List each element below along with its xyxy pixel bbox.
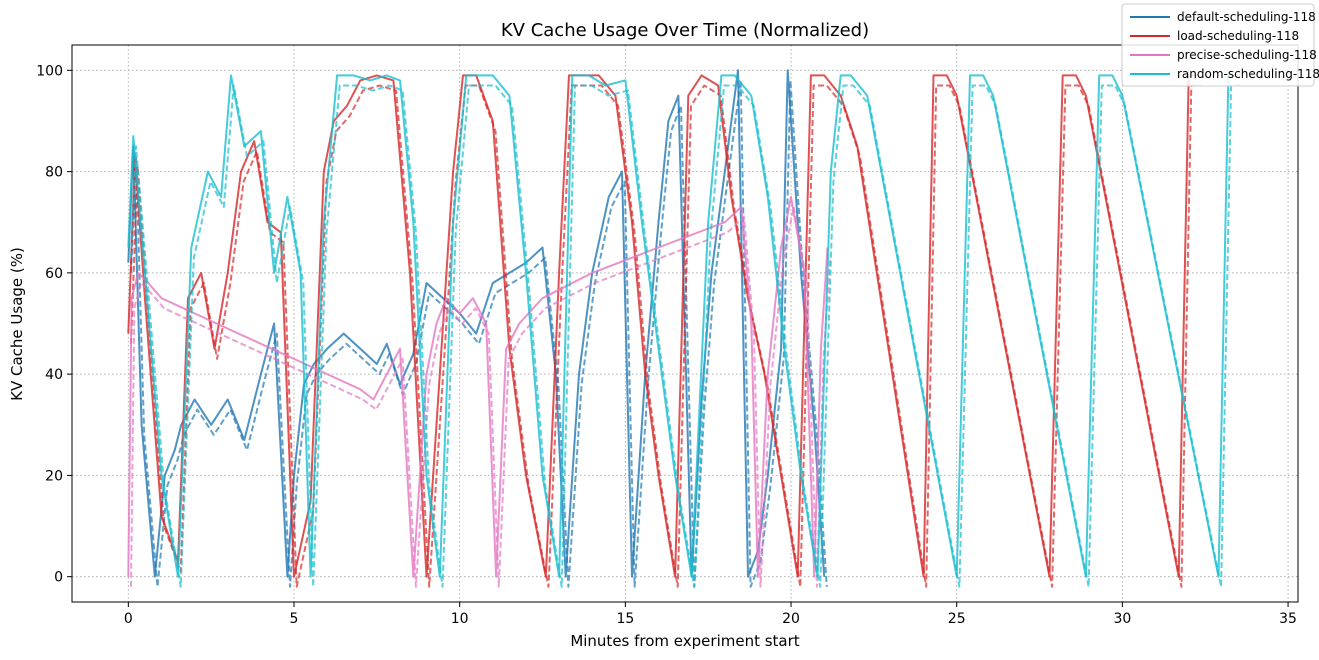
legend-entry-label: default-scheduling-118 — [1177, 10, 1316, 24]
series-line-load-scheduling-118 — [127, 74, 1199, 578]
x-tick-label: 25 — [948, 611, 966, 627]
legend: default-scheduling-118 load-scheduling-11… — [1121, 3, 1319, 87]
y-tick-label: 0 — [54, 570, 63, 586]
y-tick-label: 40 — [45, 367, 63, 383]
y-tick-label: 60 — [45, 266, 63, 282]
x-axis-label: Minutes from experiment start — [570, 632, 799, 650]
y-tick-label: 20 — [45, 468, 63, 484]
series-line-default-scheduling-118 — [127, 69, 826, 578]
x-tick-label: 5 — [290, 611, 299, 627]
x-tick-label: 0 — [124, 611, 133, 627]
y-axis-label: KV Cache Usage (%) — [8, 247, 26, 401]
series-line-precise-scheduling-118 — [127, 195, 829, 578]
x-tick-label: 15 — [616, 611, 634, 627]
legend-entry-label: load-scheduling-118 — [1177, 29, 1299, 43]
legend-box — [1121, 3, 1315, 87]
x-tick-label: 35 — [1279, 611, 1297, 627]
series-line-dashed-random-scheduling-118 — [130, 84, 1241, 588]
legend-entry-label: random-scheduling-118 — [1177, 67, 1319, 81]
x-tick-label: 10 — [451, 611, 469, 627]
x-tick-label: 30 — [1113, 611, 1131, 627]
y-tick-label: 80 — [45, 165, 63, 181]
chart-title: KV Cache Usage Over Time (Normalized) — [501, 20, 869, 41]
axis-ticks: 0 5 10 15 20 25 30 35 0 20 40 60 80 100 — [36, 63, 1297, 627]
series-line-dashed-precise-scheduling-118 — [130, 206, 832, 588]
x-tick-label: 20 — [782, 611, 800, 627]
y-tick-label: 100 — [36, 63, 63, 79]
series-line-dashed-default-scheduling-118 — [130, 79, 828, 588]
series-line-dashed-load-scheduling-118 — [130, 84, 1202, 588]
series-lines — [127, 69, 1241, 588]
legend-entry-label: precise-scheduling-118 — [1177, 48, 1317, 62]
plot-frame — [71, 44, 1299, 603]
